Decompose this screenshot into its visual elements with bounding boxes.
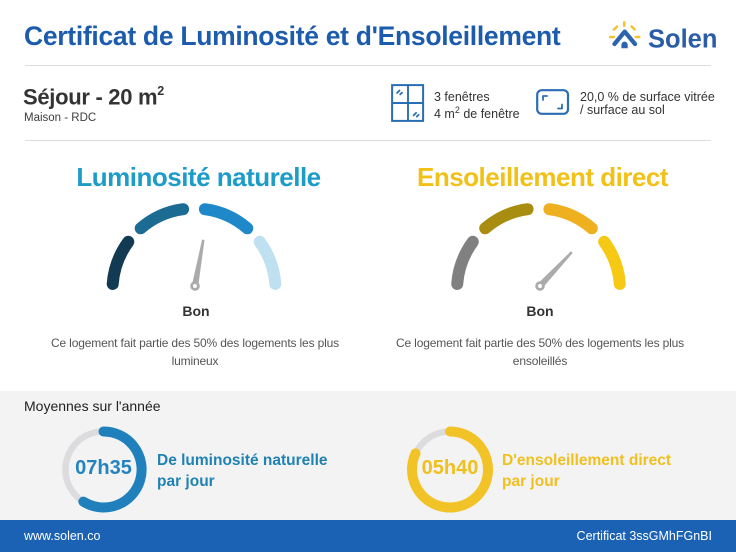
svg-text:Solen: Solen bbox=[648, 26, 717, 54]
